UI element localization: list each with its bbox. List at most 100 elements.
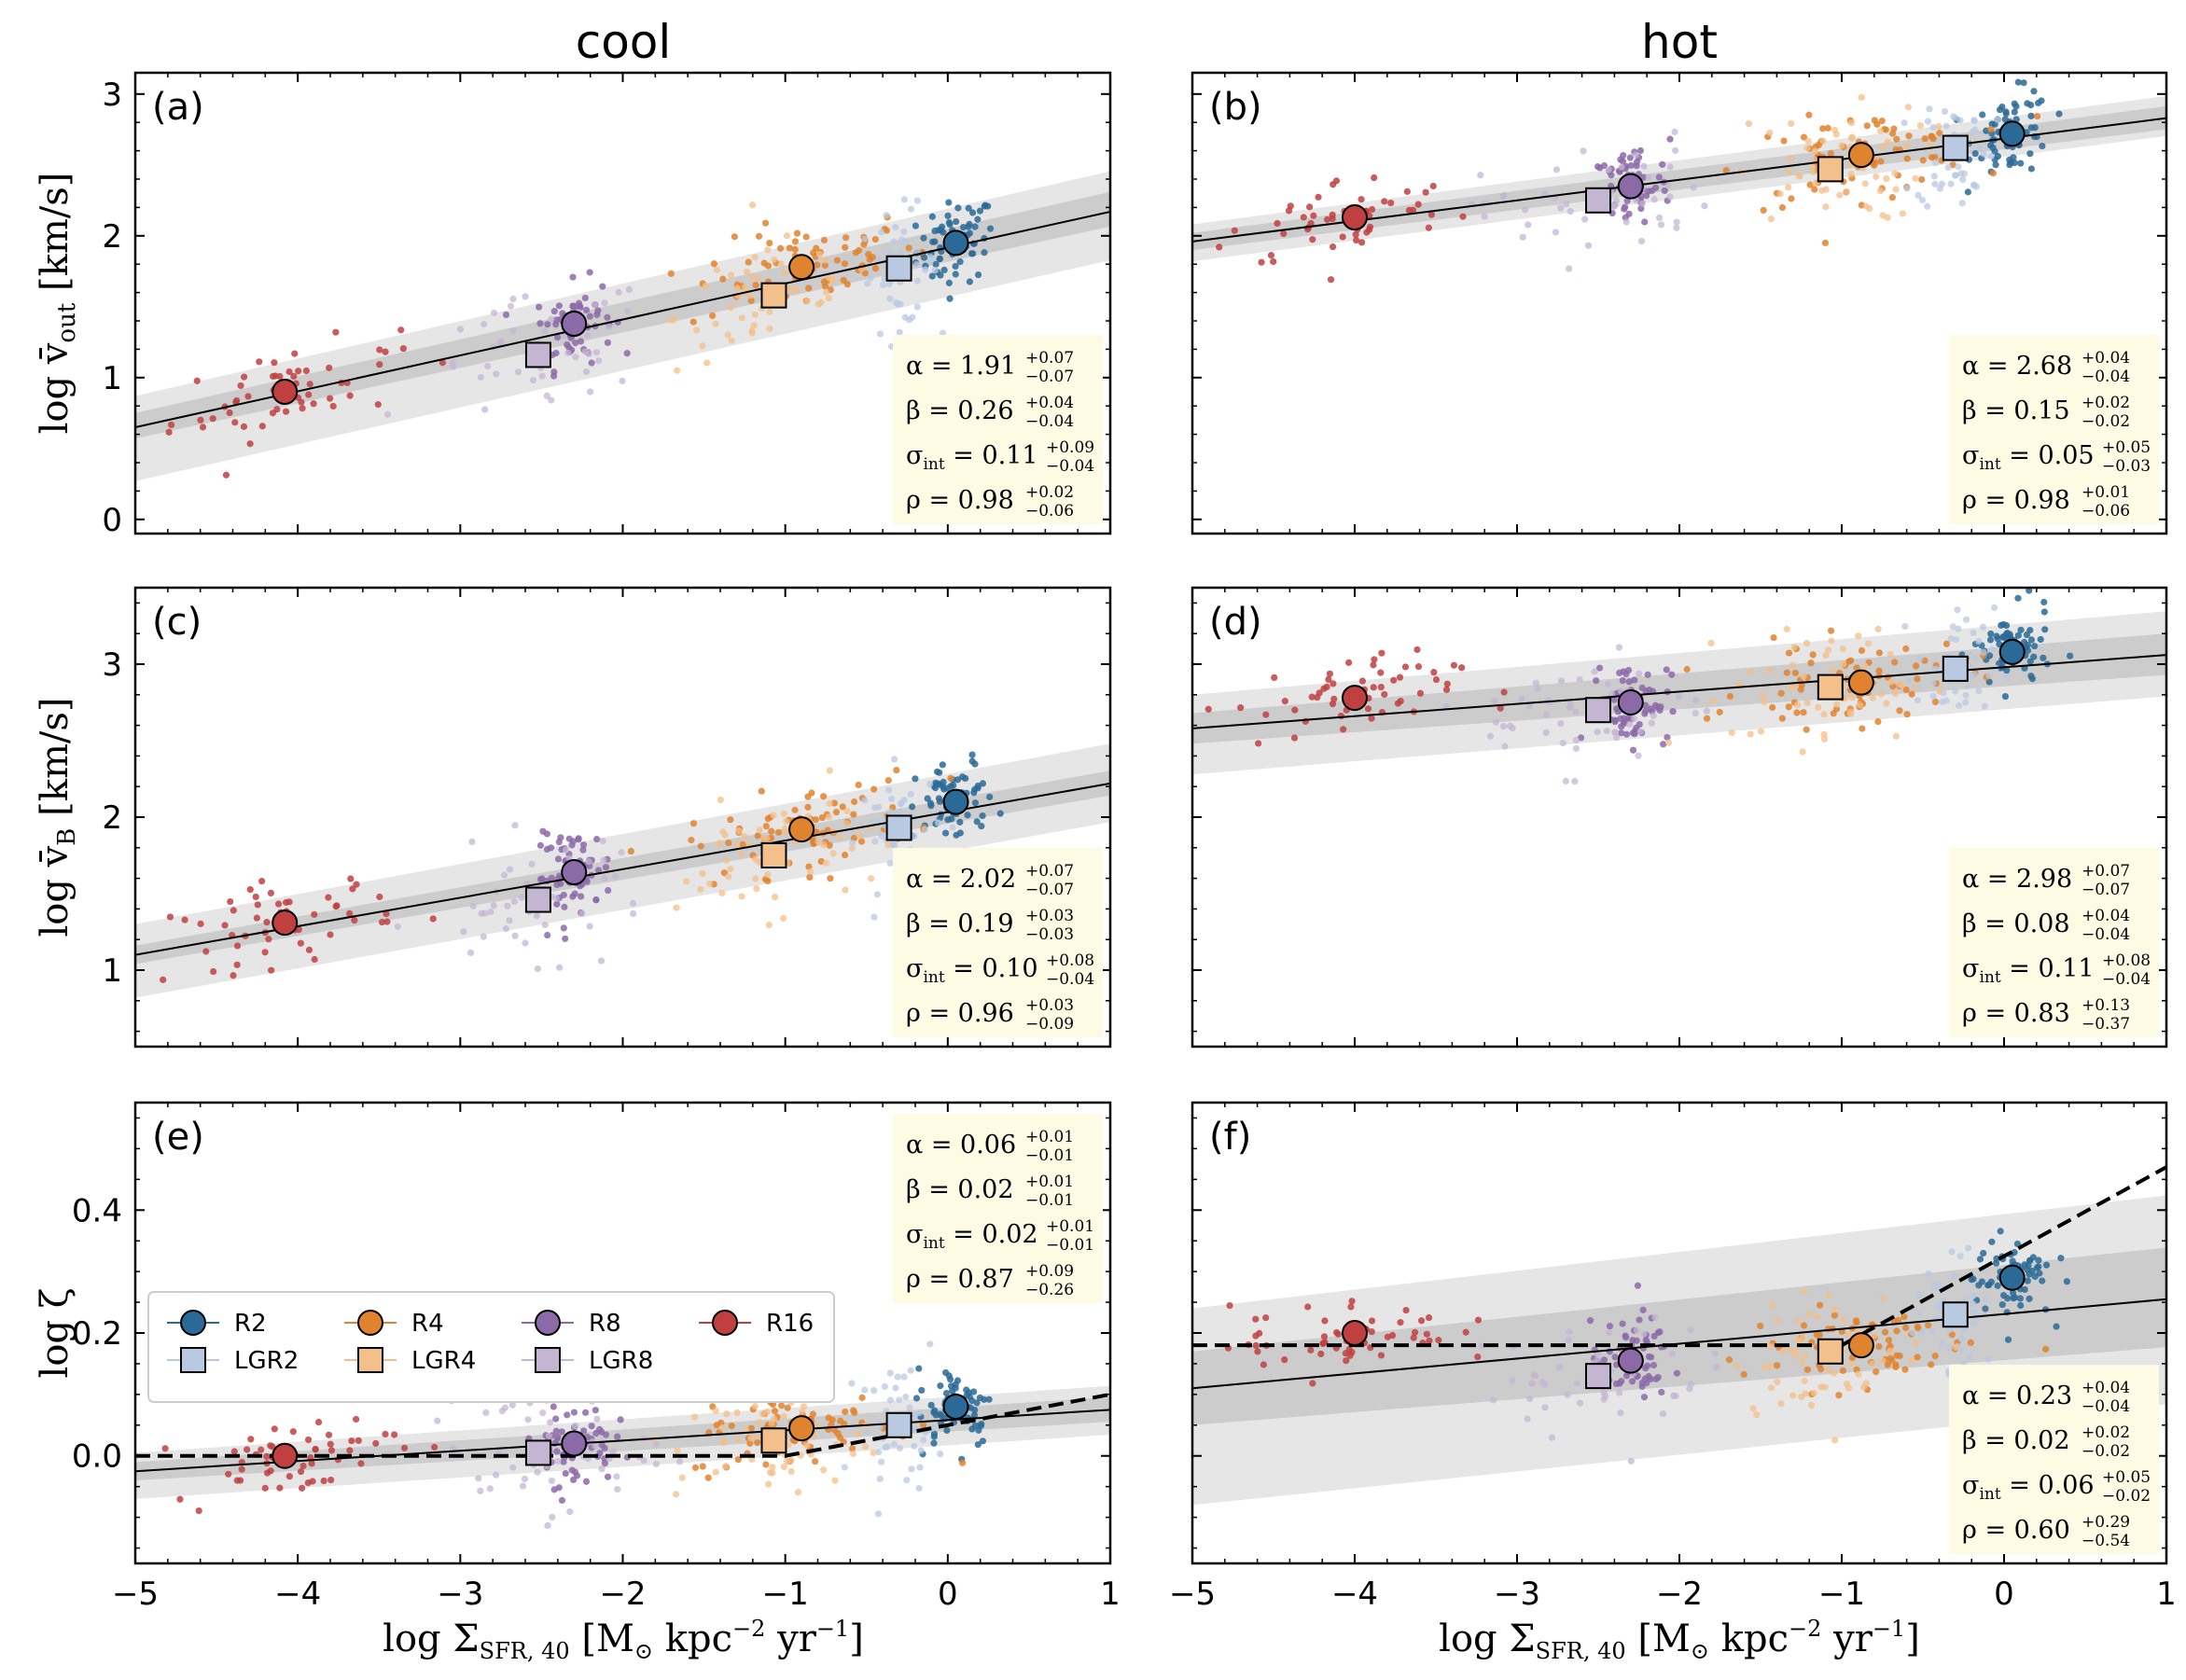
scatter-point [1780,137,1788,145]
scatter-point [1432,675,1441,684]
scatter-point [295,368,302,375]
scatter-point [886,1369,894,1377]
scatter-point [1310,212,1317,219]
scatter-point [917,1447,925,1454]
scatter-point [548,396,555,404]
scatter-point [1623,197,1631,204]
scatter-point [1957,1335,1965,1342]
stat-line: σint = 0.11 [1962,954,2095,987]
scatter-point [731,233,738,241]
scatter-point [1492,718,1499,726]
scatter-point [1329,243,1337,251]
scatter-point [979,812,986,820]
scatter-point [1876,187,1884,195]
scatter-point [475,1475,482,1482]
stat-eq: = [945,441,982,470]
stat-line: β = 0.15 [1962,396,2070,425]
scatter-point [1352,236,1360,244]
scatter-point [311,955,318,964]
scatter-point [1989,169,1998,177]
legend-label-R16: R16 [766,1310,814,1338]
marker-R2 [942,1394,969,1421]
stat-line: ρ = 0.98 [1962,486,2070,515]
scatter-point [1950,113,1957,120]
stat-value: 0.08 [2013,909,2069,938]
marker-LGR8 [524,1439,551,1466]
stat-symbol: α = [1962,1381,2016,1410]
scatter-point [614,1433,621,1440]
y-tick-label: 2 [102,218,122,256]
scatter-point [1500,688,1508,696]
scatter-point [269,372,277,381]
scatter-point [1654,703,1662,711]
scatter-point [896,1444,904,1451]
scatter-point [945,279,953,286]
scatter-point [501,1404,508,1411]
scatter-point [2014,632,2022,639]
scatter-point [1965,1244,1972,1252]
scatter-point [1323,215,1331,223]
scatter-point [1829,666,1836,673]
x-tick-label: 1 [2156,1576,2177,1613]
scatter-point [541,921,549,929]
scatter-point [1368,715,1375,722]
scatter-point [1652,1375,1660,1382]
scatter-point [718,1423,726,1432]
scatter-point [1633,1326,1640,1334]
scatter-point [1859,725,1866,732]
stat-lower-error: −0.03 [1025,925,1074,944]
scatter-point [1803,699,1811,707]
stat-lower-error: −0.26 [1025,1281,1074,1299]
stat-symbol: σ [1962,954,1979,983]
x-label-part: [M [1626,1618,1691,1660]
stat-subscript: int [1979,968,2000,987]
scatter-point [1883,700,1890,707]
scatter-point [1711,1350,1719,1357]
marker-LGR8 [1585,187,1611,214]
scatter-point [558,1428,565,1436]
scatter-point [2055,110,2063,118]
scatter-point [536,841,544,849]
scatter-point [333,902,341,909]
stat-upper-error: +0.04 [2082,349,2130,368]
scatter-point [870,785,878,793]
scatter-point [568,1466,576,1474]
scatter-point [1884,1361,1892,1368]
marker-LGR2 [885,1411,912,1438]
scatter-point [1371,656,1378,663]
scatter-point [302,367,310,375]
stat-value: 0.96 [958,999,1014,1028]
scatter-point [791,806,799,813]
scatter-point [460,928,467,936]
scatter-point [783,232,791,240]
scatter-point [1617,1409,1624,1417]
scatter-point [822,288,829,296]
scatter-point [841,260,849,268]
stat-upper-error: +0.04 [2082,907,2130,925]
scatter-point [2035,1257,2042,1264]
stat-value: 0.10 [982,954,1037,983]
scatter-point [552,895,560,902]
scatter-point [1427,211,1435,218]
scatter-point [1817,1301,1824,1309]
scatter-point [1828,627,1835,634]
scatter-point [996,810,1004,817]
scatter-point [308,1460,315,1467]
scatter-point [554,855,563,863]
scatter-point [829,850,837,857]
scatter-point [1608,690,1615,698]
scatter-point [383,910,390,918]
scatter-point [1414,662,1423,671]
scatter-point [751,311,759,318]
stat-lower-error: −0.07 [1025,368,1074,386]
scatter-point [1370,684,1377,691]
scatter-point [900,228,908,236]
scatter-point [971,799,980,807]
scatter-point [689,820,698,827]
scatter-point [1643,192,1650,200]
scatter-point [1883,174,1890,183]
scatter-point [305,946,313,953]
scatter-point [1956,1253,1964,1260]
marker-LGR2 [1942,134,1969,161]
scatter-point [1821,239,1830,247]
